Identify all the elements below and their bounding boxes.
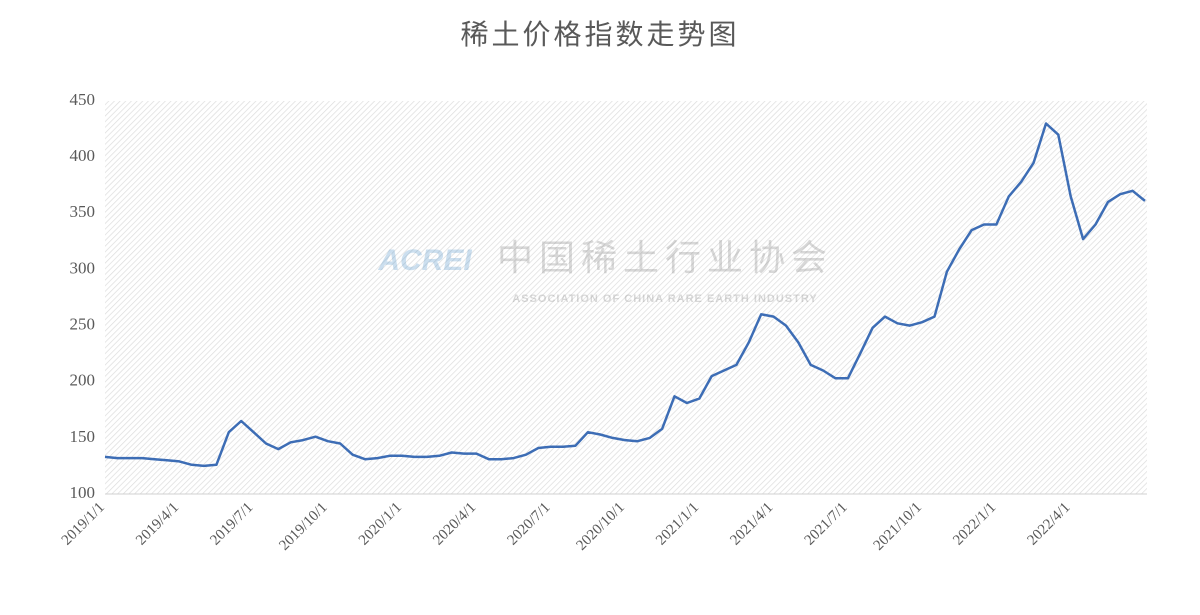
- x-tick-label: 2021/10/1: [871, 500, 925, 554]
- y-tick-label: 400: [70, 146, 96, 165]
- x-tick-label: 2021/1/1: [653, 500, 702, 549]
- y-tick-label: 100: [70, 483, 96, 502]
- x-tick-label: 2019/4/1: [133, 500, 182, 549]
- x-tick-label: 2022/1/1: [950, 500, 999, 549]
- watermark-logo: ACREI: [377, 244, 472, 277]
- watermark-subtitle: ASSOCIATION OF CHINA RARE EARTH INDUSTRY: [512, 293, 817, 305]
- plot-area: [105, 101, 1147, 494]
- watermark: ACREI 中国稀土行业协会 ASSOCIATION OF CHINA RARE…: [377, 238, 833, 305]
- watermark-name: 中国稀土行业协会: [497, 238, 833, 278]
- y-tick-label: 350: [70, 202, 96, 221]
- x-tick-label: 2022/4/1: [1025, 500, 1074, 549]
- x-tick-label: 2020/1/1: [356, 500, 405, 549]
- y-tick-label: 200: [70, 371, 96, 390]
- x-tick-label: 2019/7/1: [207, 500, 256, 549]
- y-tick-label: 300: [70, 258, 96, 277]
- x-tick-label: 2020/10/1: [573, 500, 627, 554]
- data-line: [104, 122, 1146, 468]
- x-tick-label: 2020/7/1: [505, 500, 554, 549]
- y-tick-label: 250: [70, 314, 96, 333]
- x-tick-label: 2019/10/1: [276, 500, 330, 554]
- y-tick-label: 150: [70, 427, 96, 446]
- x-tick-label: 2021/7/1: [802, 500, 851, 549]
- chart-title: 稀土价格指数走势图: [460, 19, 739, 51]
- y-tick-label: 450: [70, 90, 96, 109]
- x-tick-label: 2020/4/1: [430, 500, 479, 549]
- x-tick-label: 2019/1/1: [59, 500, 108, 549]
- x-tick-label: 2021/4/1: [727, 500, 776, 549]
